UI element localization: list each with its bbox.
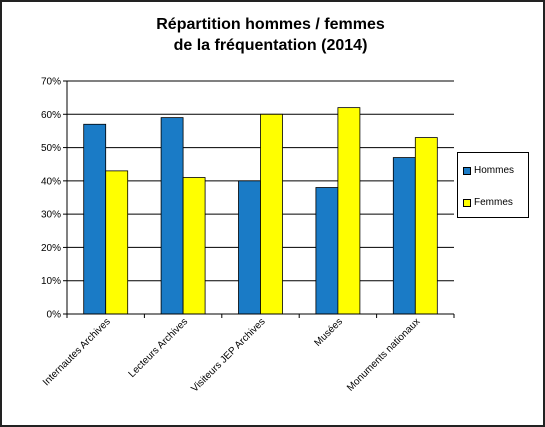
chart-title-line1: Répartition hommes / femmes (156, 16, 385, 33)
bar-femmes (182, 177, 206, 315)
legend-item-hommes: Hommes (463, 165, 514, 179)
x-tick-label: Visiteurs JEP Archives (189, 316, 267, 394)
chart-title-line2: de la fréquentation (2014) (173, 37, 368, 54)
y-tick-label: 70% (41, 77, 61, 88)
bar-femmes (260, 113, 283, 315)
y-tick-label: 50% (41, 143, 61, 154)
legend-swatch-femmes (463, 198, 471, 207)
y-tick-label: 40% (41, 176, 61, 187)
x-tick-label: Lecteurs Archives (127, 316, 191, 380)
y-tick-label: 20% (41, 243, 61, 254)
bar-hommes (160, 117, 184, 315)
x-tick-label: Monuments nationaux (345, 316, 422, 393)
bar-hommes (315, 187, 339, 315)
legend-label-hommes: Hommes (474, 165, 515, 176)
bar-femmes (105, 170, 129, 315)
y-tick-label: 0% (47, 310, 62, 321)
chart-title: Répartition hommes / femmes de la fréque… (0, 14, 541, 56)
legend-label-femmes: Femmes (474, 197, 513, 208)
y-tick-label: 30% (41, 210, 61, 221)
legend-item-femmes: Femmes (463, 197, 513, 211)
bar-hommes (392, 157, 416, 315)
chart-legend: Hommes Femmes (457, 152, 529, 218)
x-tick-label: Musées (312, 316, 345, 349)
x-tick-label: Internautes Archives (41, 316, 113, 388)
y-tick-label: 60% (41, 110, 61, 121)
bar-femmes (414, 137, 438, 315)
bar-hommes (83, 123, 107, 315)
y-tick-label: 10% (41, 276, 61, 287)
legend-swatch-hommes (463, 166, 471, 175)
bar-hommes (238, 180, 261, 315)
bar-femmes (337, 107, 361, 315)
